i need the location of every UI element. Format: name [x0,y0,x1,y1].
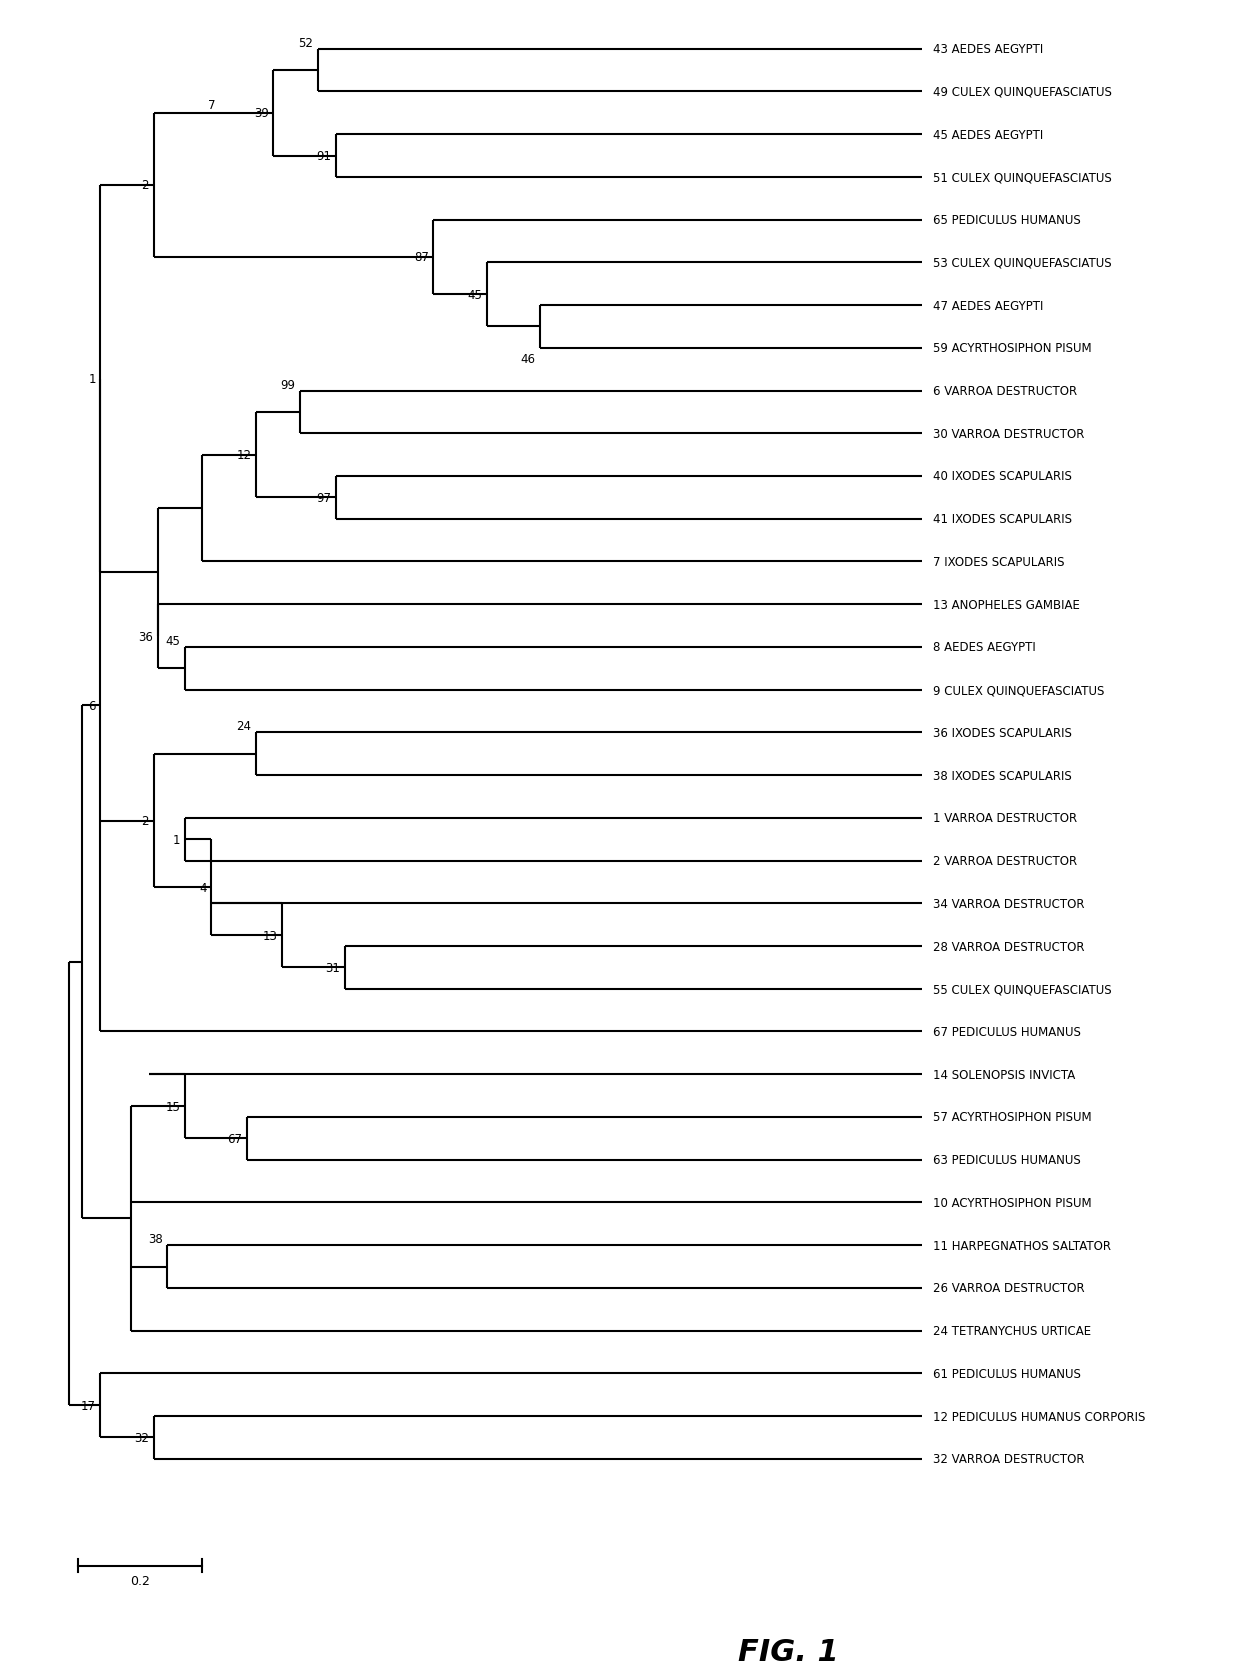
Text: 41 IXODES SCAPULARIS: 41 IXODES SCAPULARIS [932,513,1071,526]
Text: 32: 32 [134,1431,149,1444]
Text: 9 CULEX QUINQUEFASCIATUS: 9 CULEX QUINQUEFASCIATUS [932,684,1104,697]
Text: 6: 6 [88,699,95,712]
Text: 49 CULEX QUINQUEFASCIATUS: 49 CULEX QUINQUEFASCIATUS [932,87,1111,98]
Text: 39: 39 [254,106,269,120]
Text: 59 ACYRTHOSIPHON PISUM: 59 ACYRTHOSIPHON PISUM [932,343,1091,354]
Text: 38: 38 [148,1233,162,1245]
Text: 57 ACYRTHOSIPHON PISUM: 57 ACYRTHOSIPHON PISUM [932,1112,1091,1123]
Text: 46: 46 [521,353,536,366]
Text: 34 VARROA DESTRUCTOR: 34 VARROA DESTRUCTOR [932,897,1084,910]
Text: 2 VARROA DESTRUCTOR: 2 VARROA DESTRUCTOR [932,855,1076,867]
Text: 2: 2 [141,814,149,827]
Text: 36: 36 [139,631,154,644]
Text: 0.2: 0.2 [130,1574,150,1587]
Text: 1 VARROA DESTRUCTOR: 1 VARROA DESTRUCTOR [932,812,1076,825]
Text: 45 AEDES AEGYPTI: 45 AEDES AEGYPTI [932,128,1043,141]
Text: 67: 67 [227,1132,242,1145]
Text: 87: 87 [414,251,429,265]
Text: 7 IXODES SCAPULARIS: 7 IXODES SCAPULARIS [932,556,1064,569]
Text: 51 CULEX QUINQUEFASCIATUS: 51 CULEX QUINQUEFASCIATUS [932,171,1111,185]
Text: 38 IXODES SCAPULARIS: 38 IXODES SCAPULARIS [932,769,1071,782]
Text: 15: 15 [165,1100,180,1113]
Text: 40 IXODES SCAPULARIS: 40 IXODES SCAPULARIS [932,471,1071,483]
Text: 6 VARROA DESTRUCTOR: 6 VARROA DESTRUCTOR [932,384,1076,398]
Text: 4: 4 [200,882,207,894]
Text: 36 IXODES SCAPULARIS: 36 IXODES SCAPULARIS [932,727,1071,739]
Text: 61 PEDICULUS HUMANUS: 61 PEDICULUS HUMANUS [932,1368,1080,1379]
Text: 1: 1 [88,373,95,386]
Text: 91: 91 [316,150,331,163]
Text: 24 TETRANYCHUS URTICAE: 24 TETRANYCHUS URTICAE [932,1325,1091,1338]
Text: 28 VARROA DESTRUCTOR: 28 VARROA DESTRUCTOR [932,940,1084,953]
Text: 17: 17 [81,1399,95,1413]
Text: 11 HARPEGNATHOS SALTATOR: 11 HARPEGNATHOS SALTATOR [932,1240,1111,1251]
Text: 14 SOLENOPSIS INVICTA: 14 SOLENOPSIS INVICTA [932,1068,1075,1082]
Text: 10 ACYRTHOSIPHON PISUM: 10 ACYRTHOSIPHON PISUM [932,1196,1091,1210]
Text: 30 VARROA DESTRUCTOR: 30 VARROA DESTRUCTOR [932,428,1084,441]
Text: 24: 24 [237,721,252,732]
Text: 31: 31 [325,962,340,975]
Text: FIG. 1: FIG. 1 [739,1637,839,1664]
Text: 45: 45 [467,290,482,301]
Text: 52: 52 [299,37,314,50]
Text: 47 AEDES AEGYPTI: 47 AEDES AEGYPTI [932,300,1043,313]
Text: 12 PEDICULUS HUMANUS CORPORIS: 12 PEDICULUS HUMANUS CORPORIS [932,1409,1145,1423]
Text: 26 VARROA DESTRUCTOR: 26 VARROA DESTRUCTOR [932,1281,1084,1295]
Text: 2: 2 [141,180,149,193]
Text: 55 CULEX QUINQUEFASCIATUS: 55 CULEX QUINQUEFASCIATUS [932,983,1111,995]
Text: 12: 12 [237,449,252,463]
Text: 45: 45 [165,634,180,647]
Text: 99: 99 [280,378,295,391]
Text: 63 PEDICULUS HUMANUS: 63 PEDICULUS HUMANUS [932,1153,1080,1166]
Text: 13 ANOPHELES GAMBIAE: 13 ANOPHELES GAMBIAE [932,599,1080,611]
Text: 32 VARROA DESTRUCTOR: 32 VARROA DESTRUCTOR [932,1453,1084,1466]
Text: 43 AEDES AEGYPTI: 43 AEDES AEGYPTI [932,43,1043,57]
Text: 13: 13 [263,929,278,942]
Text: 97: 97 [316,491,331,504]
Text: 53 CULEX QUINQUEFASCIATUS: 53 CULEX QUINQUEFASCIATUS [932,256,1111,270]
Text: 67 PEDICULUS HUMANUS: 67 PEDICULUS HUMANUS [932,1025,1080,1038]
Text: 1: 1 [172,834,180,847]
Text: 8 AEDES AEGYPTI: 8 AEDES AEGYPTI [932,641,1035,654]
Text: 65 PEDICULUS HUMANUS: 65 PEDICULUS HUMANUS [932,215,1080,226]
Text: 7: 7 [208,98,216,111]
